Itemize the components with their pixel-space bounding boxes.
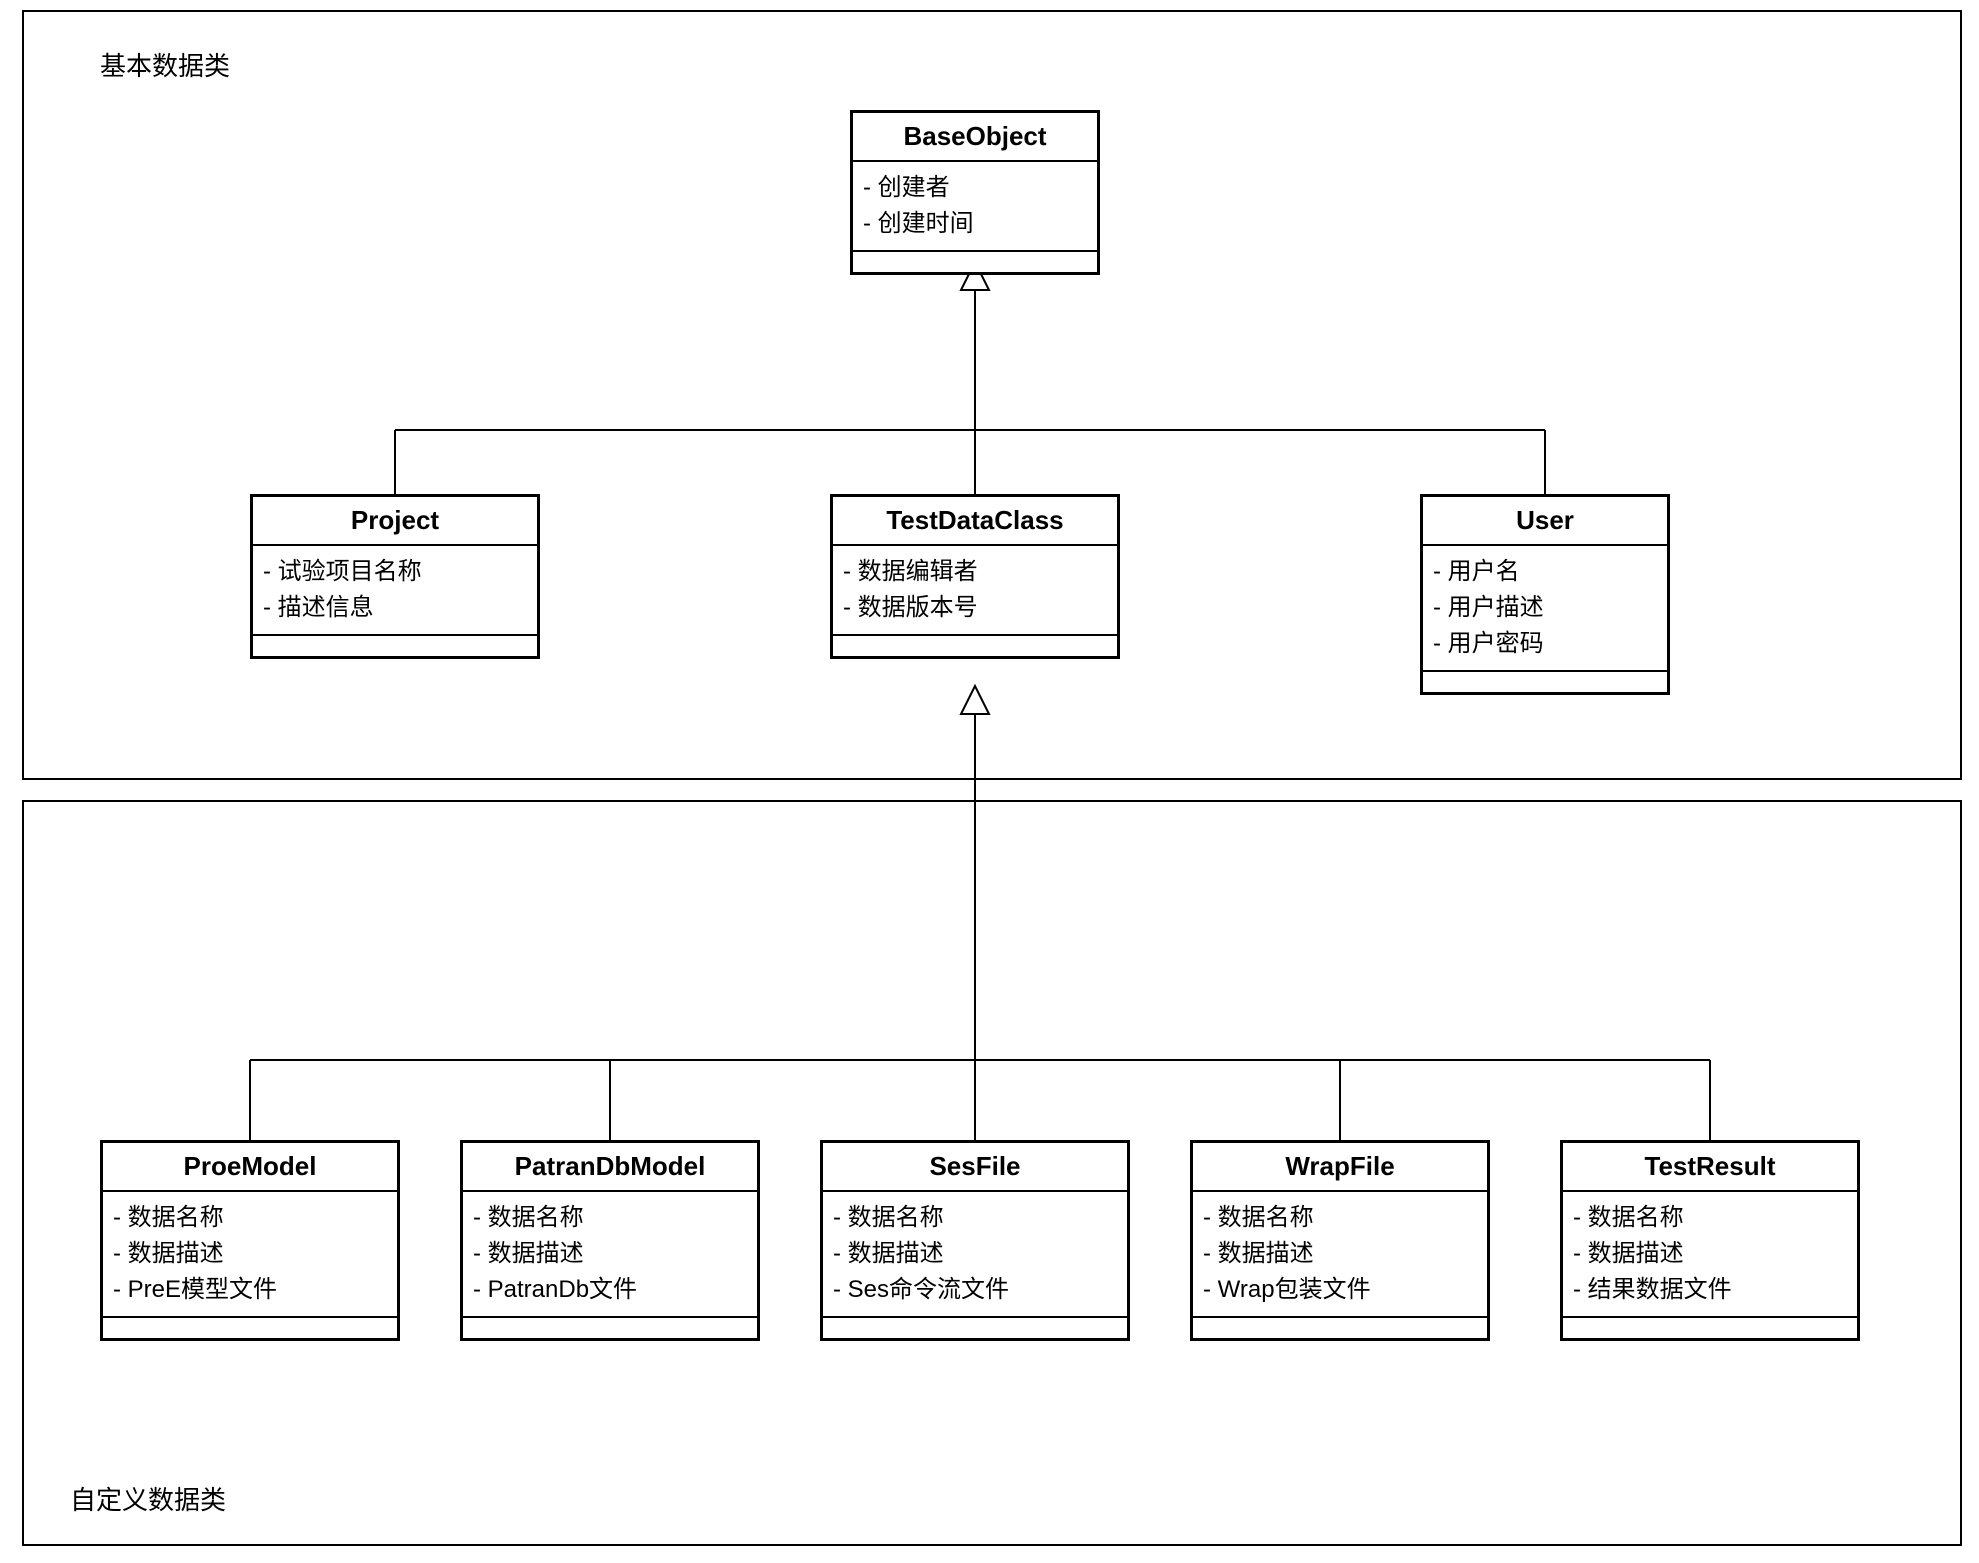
class-attrs: - 数据名称 - 数据描述 - 结果数据文件 xyxy=(1563,1192,1857,1318)
class-testresult: TestResult - 数据名称 - 数据描述 - 结果数据文件 xyxy=(1560,1140,1860,1341)
class-attrs: - 数据名称 - 数据描述 - Wrap包装文件 xyxy=(1193,1192,1487,1318)
class-ops xyxy=(833,636,1117,656)
class-attrs: - 数据名称 - 数据描述 - Ses命令流文件 xyxy=(823,1192,1127,1318)
class-ops xyxy=(103,1318,397,1338)
class-ops xyxy=(253,636,537,656)
class-wrapfile: WrapFile - 数据名称 - 数据描述 - Wrap包装文件 xyxy=(1190,1140,1490,1341)
class-project: Project - 试验项目名称 - 描述信息 xyxy=(250,494,540,659)
package-custom-label: 自定义数据类 xyxy=(70,1480,226,1517)
class-attrs: - 数据名称 - 数据描述 - PreE模型文件 xyxy=(103,1192,397,1318)
class-testdataclass: TestDataClass - 数据编辑者 - 数据版本号 xyxy=(830,494,1120,659)
class-ops xyxy=(823,1318,1127,1338)
class-attrs: - 创建者 - 创建时间 xyxy=(853,162,1097,252)
class-user: User - 用户名 - 用户描述 - 用户密码 xyxy=(1420,494,1670,695)
class-name: TestResult xyxy=(1563,1143,1857,1192)
class-name: BaseObject xyxy=(853,113,1097,162)
uml-diagram: 基本数据类 自定义数据类 BaseObject - 创建者 - 创建时间 Pro… xyxy=(0,0,1979,1563)
class-name: User xyxy=(1423,497,1667,546)
class-sesfile: SesFile - 数据名称 - 数据描述 - Ses命令流文件 xyxy=(820,1140,1130,1341)
class-attrs: - 试验项目名称 - 描述信息 xyxy=(253,546,537,636)
class-name: WrapFile xyxy=(1193,1143,1487,1192)
class-ops xyxy=(1193,1318,1487,1338)
class-proemodel: ProeModel - 数据名称 - 数据描述 - PreE模型文件 xyxy=(100,1140,400,1341)
class-ops xyxy=(1423,672,1667,692)
package-basic-label: 基本数据类 xyxy=(100,46,230,83)
class-patrandbmodel: PatranDbModel - 数据名称 - 数据描述 - PatranDb文件 xyxy=(460,1140,760,1341)
class-attrs: - 数据名称 - 数据描述 - PatranDb文件 xyxy=(463,1192,757,1318)
class-ops xyxy=(1563,1318,1857,1338)
class-attrs: - 用户名 - 用户描述 - 用户密码 xyxy=(1423,546,1667,672)
class-baseobject: BaseObject - 创建者 - 创建时间 xyxy=(850,110,1100,275)
class-ops xyxy=(463,1318,757,1338)
class-name: SesFile xyxy=(823,1143,1127,1192)
class-ops xyxy=(853,252,1097,272)
class-attrs: - 数据编辑者 - 数据版本号 xyxy=(833,546,1117,636)
class-name: TestDataClass xyxy=(833,497,1117,546)
class-name: PatranDbModel xyxy=(463,1143,757,1192)
class-name: ProeModel xyxy=(103,1143,397,1192)
class-name: Project xyxy=(253,497,537,546)
